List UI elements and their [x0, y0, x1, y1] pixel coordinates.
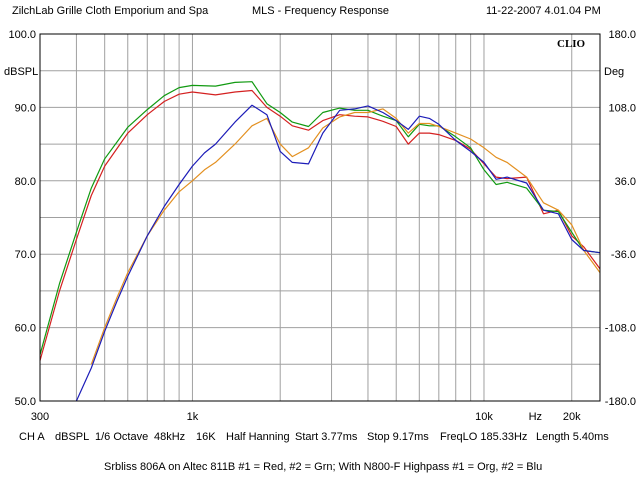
series-lines [39, 81, 601, 402]
grid-lines [40, 34, 600, 401]
footer-setting: dBSPL [55, 431, 90, 443]
x-tick-label: 300 [31, 411, 49, 423]
header-company: ZilchLab Grille Cloth Emporium and Spa [12, 5, 209, 17]
clio-logo: CLIO [557, 38, 586, 50]
y-axis-labels: 100.0 90.0 80.0 70.0 60.0 50.0 [8, 29, 36, 408]
y2-tick-label: -180.0 [605, 396, 636, 408]
footer-setting: Start 3.77ms [295, 431, 358, 443]
y-tick-label: 50.0 [15, 396, 36, 408]
footer-setting: 1/6 Octave [95, 431, 149, 443]
footer-setting: Half Hanning [226, 431, 290, 443]
y-tick-label: 90.0 [15, 102, 36, 114]
x-axis-labels: 300 1k 10k Hz 20k [31, 411, 581, 423]
y-tick-label: 100.0 [8, 29, 36, 41]
y2-tick-label: -36.0 [611, 249, 636, 261]
header-measurement: MLS - Frequency Response [252, 5, 389, 17]
footer-caption: Srbliss 806A on Altec 811B #1 = Red, #2 … [104, 461, 543, 473]
footer-setting: CH A [19, 431, 45, 443]
x-tick-label: 1k [187, 411, 199, 423]
footer-setting: FreqLO 185.33Hz [440, 431, 528, 443]
series-line [39, 89, 601, 361]
plot-frame [39, 33, 601, 402]
y-axis-title: dBSPL [4, 66, 38, 78]
y2-axis-title: Deg [604, 66, 624, 78]
y-tick-label: 80.0 [15, 176, 36, 188]
y2-axis-labels: 180.0 108.0 36.0 -36.0 -108.0 -180.0 [605, 29, 636, 408]
x-tick-label: 10k [475, 411, 493, 423]
y2-tick-label: 180.0 [608, 29, 636, 41]
y-tick-label: 60.0 [15, 323, 36, 335]
footer-setting: 16K [196, 431, 216, 443]
header-timestamp: 11-22-2007 4.01.04 PM [486, 5, 601, 17]
series-line [75, 104, 601, 402]
x-tick-label: Hz [529, 411, 542, 423]
footer-setting: Stop 9.17ms [367, 431, 429, 443]
y2-tick-label: -108.0 [605, 323, 636, 335]
footer-setting: Length 5.40ms [536, 431, 609, 443]
series-line [90, 108, 601, 365]
y-tick-label: 70.0 [15, 249, 36, 261]
y2-tick-label: 108.0 [608, 102, 636, 114]
y2-tick-label: 36.0 [615, 176, 636, 188]
footer-setting: 48kHz [154, 431, 186, 443]
x-tick-label: 20k [563, 411, 581, 423]
